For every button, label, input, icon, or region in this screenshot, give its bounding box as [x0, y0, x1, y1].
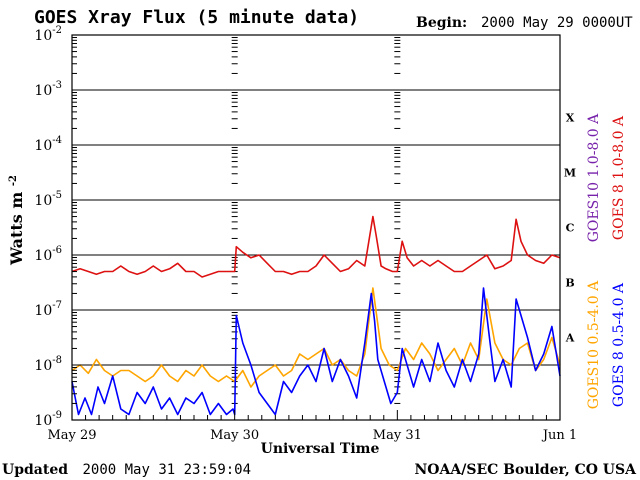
y-tick-base: 10	[34, 413, 52, 429]
legend-entry: GOES10 1.0-8.0 A	[586, 113, 602, 242]
x-tick-label: Jun 1	[541, 428, 577, 443]
y-tick-label: 10-3	[34, 80, 62, 99]
x-tick-label: May 31	[373, 428, 422, 443]
y-tick-exponent: -3	[52, 80, 62, 91]
x-tick-label: May 29	[47, 428, 96, 443]
y-tick-base: 10	[34, 138, 52, 154]
x-tick-label: May 30	[210, 428, 259, 443]
y-tick-base: 10	[34, 248, 52, 264]
flare-class-label: C	[566, 222, 575, 235]
series-layer	[71, 215, 561, 416]
updated-line: Updated 2000 May 31 23:59:04	[2, 462, 251, 478]
y-axis-title-text: Watts m	[7, 192, 26, 266]
updated-label: Updated	[2, 462, 68, 478]
x-axis-title: Universal Time	[261, 441, 380, 457]
y-tick-base: 10	[34, 193, 52, 209]
flare-class-labels: X M C B A	[564, 112, 576, 345]
flare-class-label: A	[565, 332, 575, 345]
y-tick-label: 10-7	[34, 300, 62, 319]
y-axis-title: Watts m -2	[7, 175, 26, 266]
y-tick-exponent: -6	[52, 245, 62, 256]
begin-value: 2000 May 29 0000UT	[481, 15, 633, 31]
series-line	[71, 215, 561, 278]
legend-entry: GOES 8 1.0-8.0 A	[611, 115, 627, 240]
svg-text:Watts m -2: Watts m -2	[7, 175, 26, 266]
y-tick-exponent: -9	[52, 410, 62, 421]
y-axis: 10-210-310-410-510-610-710-810-9	[34, 25, 81, 429]
flare-class-label: X	[566, 112, 575, 125]
y-tick-exponent: -5	[52, 190, 62, 201]
y-tick-base: 10	[34, 358, 52, 374]
series-line	[71, 287, 561, 388]
source-credit: NOAA/SEC Boulder, CO USA	[415, 462, 638, 478]
y-axis-title-exponent: -2	[8, 175, 19, 186]
chart-title: GOES Xray Flux (5 minute data)	[34, 7, 359, 28]
y-tick-label: 10-2	[34, 25, 62, 44]
legend-entry: GOES10 0.5-4.0 A	[586, 280, 602, 409]
y-tick-label: 10-5	[34, 190, 62, 209]
y-tick-base: 10	[34, 83, 52, 99]
flare-class-label: B	[565, 277, 574, 290]
y-tick-exponent: -2	[52, 25, 62, 36]
y-tick-label: 10-9	[34, 410, 62, 429]
series-line	[71, 287, 561, 416]
y-tick-exponent: -4	[52, 135, 62, 146]
x-axis: May 29 May 30 May 31 Jun 1	[47, 410, 577, 443]
y-tick-label: 10-6	[34, 245, 62, 264]
y-tick-label: 10-8	[34, 355, 62, 374]
legend-entry: GOES 8 0.5-4.0 A	[611, 282, 627, 407]
legend: GOES10 1.0-8.0 A GOES 8 1.0-8.0 A GOES10 0…	[586, 113, 627, 409]
y-tick-exponent: -8	[52, 355, 62, 366]
updated-value: 2000 May 31 23:59:04	[82, 462, 251, 478]
begin-label: Begin:	[416, 15, 467, 31]
y-tick-base: 10	[34, 28, 52, 44]
flare-class-label: M	[564, 167, 576, 180]
y-tick-label: 10-4	[34, 135, 62, 154]
y-tick-base: 10	[34, 303, 52, 319]
y-tick-exponent: -7	[52, 300, 62, 311]
